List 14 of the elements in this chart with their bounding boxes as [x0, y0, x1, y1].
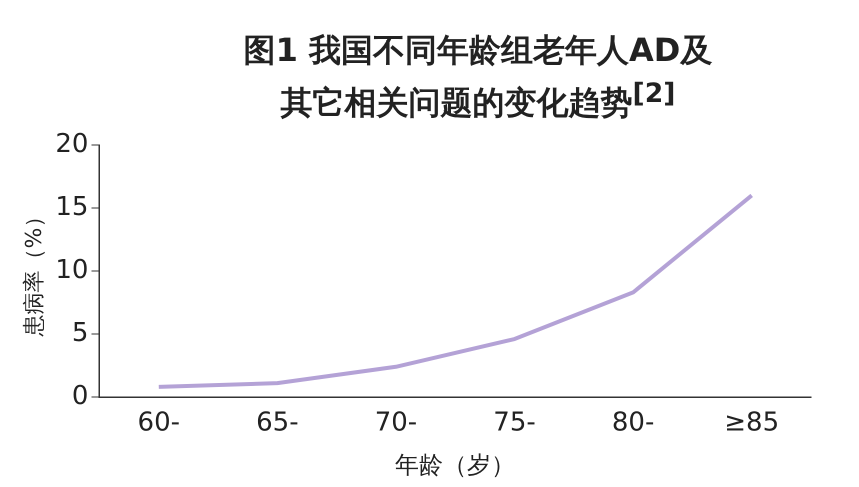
x-tick-label: 80-	[612, 407, 654, 438]
y-tick-label: 20	[55, 128, 88, 158]
x-axis-title: 年龄（岁）	[395, 450, 516, 478]
x-tick-label: 75-	[493, 407, 536, 438]
y-axis-title: 患病率（%）	[22, 205, 47, 338]
x-tick-label: 60-	[138, 407, 180, 438]
chart-title: 图1 我国不同年龄组老年人AD及其它相关问题的变化趋势$^{[2]}$	[242, 30, 714, 124]
y-tick-label: 10	[55, 254, 88, 284]
x-tick-label: 65-	[256, 407, 299, 438]
y-tick-label: 15	[55, 191, 88, 222]
x-tick-label: 70-	[374, 407, 418, 438]
y-tick-label: 5	[72, 317, 88, 348]
y-tick-label: 0	[72, 380, 88, 410]
x-tick-label: ≥85	[724, 407, 780, 438]
